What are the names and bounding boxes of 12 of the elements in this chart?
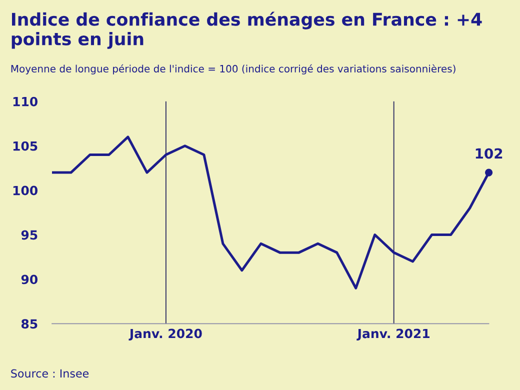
x-tick-label: Janv. 2020 <box>128 328 202 341</box>
chart-subtitle: Moyenne de longue période de l'indice = 100 (indice corrigé des variations saisonnières) <box>11 64 456 74</box>
chart-title: Indice de confiance des ménages en France : +4 points en juin <box>12 12 482 49</box>
y-tick-label: 110 <box>13 96 38 106</box>
x-tick-label: Janv. 2021 <box>356 328 430 341</box>
y-tick-label: 105 <box>13 141 38 151</box>
y-tick-label: 90 <box>21 274 38 284</box>
annotation: 102 <box>476 148 502 159</box>
y-tick-label: 95 <box>21 230 38 240</box>
y-tick-label: 100 <box>13 186 38 196</box>
source-note: Source : Insee <box>11 369 89 378</box>
y-tick-label: 85 <box>21 319 38 329</box>
